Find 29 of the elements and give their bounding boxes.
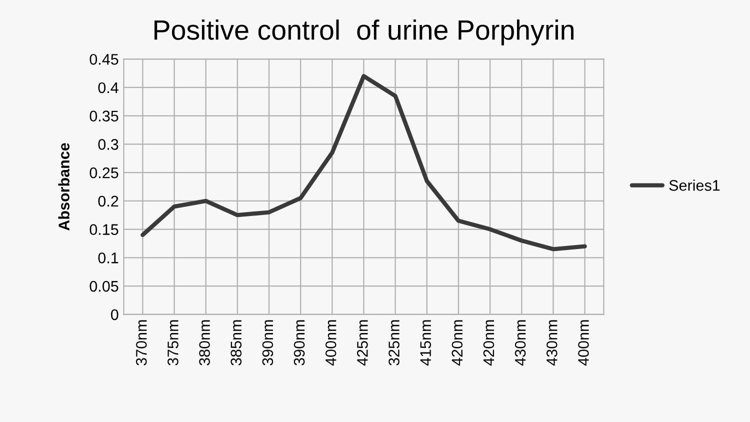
- x-tick-label: 430nm: [514, 320, 526, 366]
- x-tick-label: 420nm: [483, 320, 494, 366]
- x-tick-label: 390nm: [262, 320, 274, 366]
- x-tick-label: 380nm: [199, 320, 210, 366]
- y-tick-label: 0.15: [90, 224, 118, 235]
- line-series: [140, 74, 587, 252]
- x-tick-label: 390nm: [294, 320, 305, 366]
- x-tick-label: 385nm: [230, 320, 242, 366]
- y-tick-label: 0.1: [98, 252, 118, 264]
- x-tick-label: 370nm: [136, 320, 147, 366]
- y-tick-label: 0.3: [98, 139, 118, 150]
- x-tick-label: 420nm: [452, 320, 463, 366]
- y-tick-label: 0.45: [90, 54, 118, 65]
- y-tick-label: 0.4: [98, 82, 118, 94]
- chart-title: Positive control of urine Porphyrin: [154, 20, 574, 46]
- y-axis-title: Absorbance: [58, 143, 70, 230]
- x-tick-label: 325nm: [388, 320, 400, 366]
- x-tick-label: 425nm: [357, 320, 368, 366]
- y-tick-label: 0.05: [90, 280, 118, 292]
- legend-label: Series1: [669, 180, 720, 191]
- x-tick-label: 400nm: [325, 320, 336, 366]
- x-tick-label: 415nm: [420, 320, 432, 366]
- y-tick-label: 0.2: [98, 196, 118, 207]
- x-tick-label: 430nm: [546, 320, 558, 366]
- y-tick-label: 0: [110, 309, 118, 320]
- x-tick-label: 375nm: [168, 320, 178, 366]
- y-tick-label: 0.25: [90, 167, 118, 178]
- x-tick-label: 400nm: [578, 320, 589, 366]
- y-tick-label: 0.35: [90, 110, 118, 122]
